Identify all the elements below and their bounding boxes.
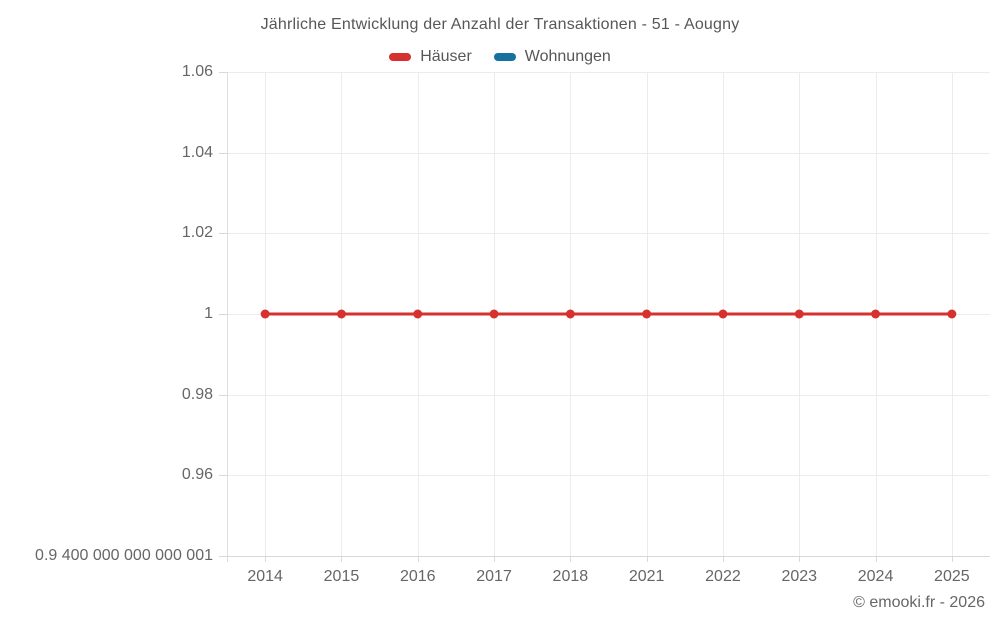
y-axis-line (227, 72, 228, 562)
y-axis-tick-label: 0.98 (181, 385, 213, 403)
x-axis-tick-label: 2023 (781, 568, 818, 585)
data-point-2015 (336, 309, 346, 319)
wohnungen-series-swatch (493, 53, 516, 61)
x-axis-tick (799, 556, 801, 562)
x-axis-tick-label: 2016 (399, 568, 436, 585)
x-axis-tick (570, 556, 572, 562)
data-point-2023 (794, 309, 804, 319)
x-axis-tick-label: 2015 (323, 568, 360, 585)
y-axis-tick (219, 475, 227, 477)
data-point-2016 (413, 309, 423, 319)
data-point-2017 (489, 309, 499, 319)
y-axis-tick (219, 72, 227, 73)
x-axis-tick-label: 2021 (628, 568, 665, 585)
x-axis-tick-label: 2025 (934, 568, 970, 585)
legend: Häuser Wohnungen (0, 47, 1000, 67)
y-gridline (227, 233, 990, 235)
y-axis-tick (219, 556, 227, 557)
y-gridline (227, 72, 990, 73)
x-axis-tick-label: 2024 (857, 568, 894, 585)
data-point-2014 (260, 309, 270, 319)
x-axis-tick (265, 556, 267, 562)
y-gridline (227, 475, 990, 477)
x-axis-tick (951, 556, 953, 562)
data-point-2024 (871, 309, 881, 319)
y-axis-tick (219, 152, 227, 154)
x-axis-tick-label: 2018 (552, 568, 589, 585)
y-axis-tick-label: 1 (204, 305, 213, 322)
copyright-text: © emooki.fr - 2026 (853, 594, 985, 611)
y-axis-tick-label: 1.04 (181, 143, 213, 161)
legend-item-hauser[interactable]: Häuser (389, 48, 472, 66)
x-axis-tick (646, 556, 648, 562)
y-axis-tick (219, 394, 227, 396)
x-axis-tick (341, 556, 343, 562)
data-point-2021 (642, 309, 652, 319)
hauser-series-swatch (389, 53, 412, 61)
y-axis-tick (219, 233, 227, 235)
x-axis-tick (417, 556, 419, 562)
legend-item-wohnungen[interactable]: Wohnungen (493, 48, 611, 66)
x-axis-tick-label: 2017 (476, 568, 512, 585)
data-point-2018 (565, 309, 575, 319)
x-axis-tick (494, 556, 496, 562)
data-point-2022 (718, 309, 728, 319)
legend-label-wohnungen: Wohnungen (524, 48, 611, 65)
y-axis-tick-label: 0.9 400 000 000 000 001 (35, 547, 213, 564)
data-point-2025 (947, 309, 957, 319)
x-axis-tick (722, 556, 724, 562)
y-axis-tick-label: 1.06 (181, 63, 213, 80)
y-gridline (227, 394, 990, 396)
y-gridline (227, 152, 990, 154)
x-axis-tick-label: 2014 (247, 568, 283, 585)
chart-title: Jährliche Entwicklung der Anzahl der Tra… (260, 16, 740, 33)
x-axis-tick-label: 2022 (705, 568, 741, 585)
x-axis-tick (875, 556, 877, 562)
y-axis-tick (219, 314, 227, 315)
y-axis-tick-label: 0.96 (181, 466, 213, 484)
x-axis-line (227, 556, 990, 557)
legend-label-hauser: Häuser (420, 48, 472, 65)
y-axis-tick-label: 1.02 (181, 224, 213, 242)
